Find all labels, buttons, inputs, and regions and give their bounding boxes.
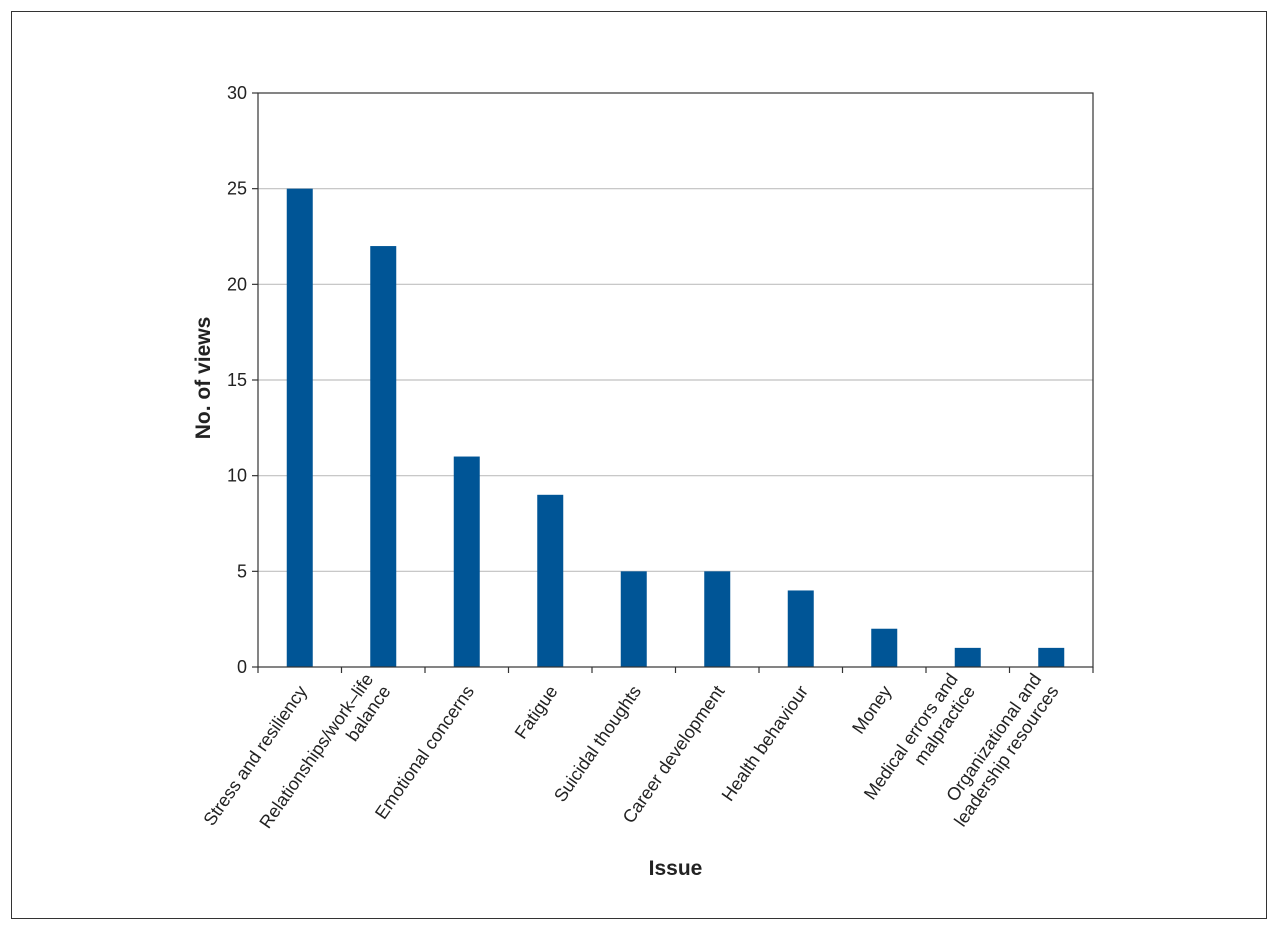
x-tick-label-line: Fatigue [511,682,562,743]
y-axis-ticks: 0 5 10 15 20 25 30 [227,83,258,677]
x-tick-label: Fatigue [511,682,562,743]
grid-lines [258,188,1093,572]
y-tick-label: 30 [227,83,247,103]
x-tick-label: Money [848,682,895,738]
x-tick-label-line: Relationships/work–life [255,670,377,832]
x-tick-label-line: Money [848,682,895,738]
x-tick-label-line: Stress and resiliency [199,682,311,830]
y-tick-label: 0 [237,657,247,677]
figure-frame [11,11,1267,919]
x-tick-label: Stress and resiliency [199,682,311,830]
y-tick-label: 25 [227,179,247,199]
bar [620,571,647,667]
bar [954,647,981,667]
bar [453,456,480,667]
x-tick-label: Relationships/work–lifebalance [255,670,394,844]
y-tick-label: 10 [227,466,247,486]
bar [370,246,397,668]
y-axis-title: No. of views [192,317,215,440]
y-tick-label: 15 [227,370,247,390]
x-tick-label-line: Health behaviour [718,682,812,805]
x-tick-label-line: Suicidal thoughts [550,682,645,806]
bars [286,188,1065,668]
bar [537,494,564,667]
bar [787,590,814,667]
bar [871,628,898,667]
y-tick-label: 5 [237,561,247,581]
x-axis-ticks: Stress and resiliencyRelationships/work–… [199,667,1094,844]
x-axis-title: Issue [649,857,703,880]
y-tick-label: 20 [227,274,247,294]
bar [286,188,313,667]
bar [704,571,731,667]
x-tick-label: Health behaviour [718,682,812,805]
bar [1038,647,1065,667]
x-tick-label: Suicidal thoughts [550,682,645,806]
